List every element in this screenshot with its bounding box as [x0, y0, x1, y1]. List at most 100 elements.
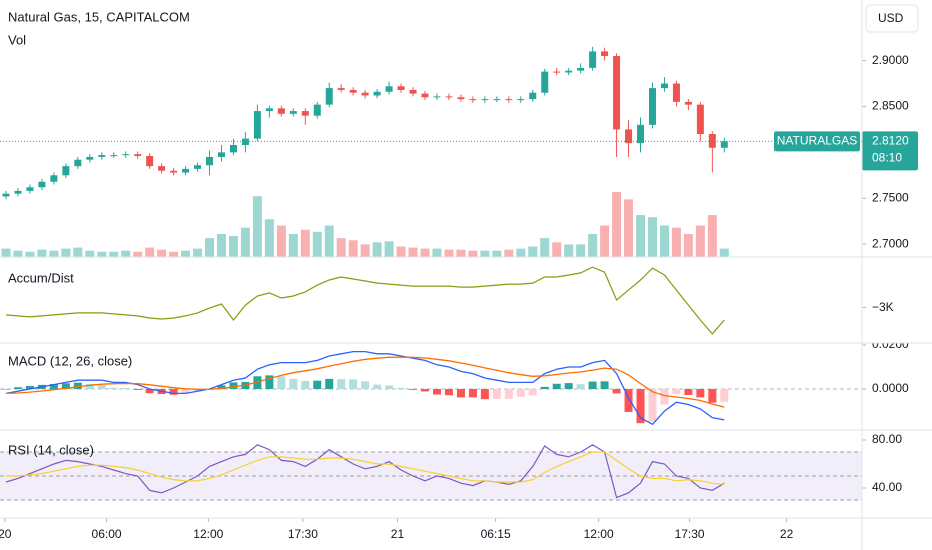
ma-line: [6, 451, 725, 485]
candle-body: [361, 92, 369, 96]
candle-body: [696, 104, 704, 135]
volume-bar: [444, 249, 454, 257]
y-tick-label: 2.7500: [872, 190, 909, 204]
x-tick-label: 06:00: [92, 527, 122, 541]
histogram-bar: [576, 384, 585, 390]
volume-bar: [647, 217, 657, 257]
histogram-bar: [624, 389, 633, 412]
candle-body: [158, 166, 166, 171]
histogram-bar: [145, 389, 154, 394]
histogram-bar: [648, 389, 657, 422]
candle-body: [50, 175, 58, 182]
histogram-bar: [600, 381, 609, 390]
candle-body: [660, 83, 668, 89]
values-line: [5, 266, 725, 335]
volume-bar: [624, 199, 634, 257]
volume-bar: [384, 241, 394, 257]
volume-bar: [133, 251, 143, 257]
histogram-bar: [672, 389, 681, 395]
panel-title: MACD (12, 26, close): [8, 353, 132, 368]
histogram-bar: [636, 389, 645, 424]
histogram-bar: [61, 383, 70, 390]
volume-bar: [157, 249, 167, 257]
volume-bar: [1, 248, 11, 257]
volume-bar: [252, 196, 262, 257]
volume-bar: [288, 233, 298, 257]
candle-body: [493, 99, 501, 101]
histogram-bar: [444, 389, 453, 396]
volume-bar: [504, 249, 514, 257]
histogram-bar: [612, 389, 621, 394]
histogram-bar: [432, 389, 441, 395]
histogram-bar: [337, 379, 346, 390]
volume-bar: [276, 225, 286, 257]
volume-bar: [659, 225, 669, 257]
x-tick-label: 17:30: [675, 527, 705, 541]
histogram-bar: [193, 389, 202, 392]
volume-bar: [360, 244, 370, 257]
volume-bar: [528, 246, 538, 257]
symbol-tag-box: [774, 131, 860, 152]
volume-bar: [456, 249, 466, 257]
candle-body: [14, 190, 22, 194]
histogram-bar: [720, 389, 729, 402]
x-tick-label: 06:15: [481, 527, 511, 541]
candle-body: [517, 99, 525, 101]
histogram-bar: [265, 375, 274, 390]
histogram-bar: [385, 385, 394, 390]
candle-body: [505, 99, 513, 101]
histogram-bar: [480, 389, 489, 400]
candle-body: [337, 88, 345, 90]
histogram-bar: [13, 387, 22, 390]
volume-bar: [588, 233, 598, 257]
histogram-bar: [313, 380, 322, 390]
volume-bar: [181, 250, 191, 257]
volume-bar: [49, 250, 59, 257]
volume-bar: [612, 192, 622, 257]
histogram-bar: [421, 389, 430, 392]
volume-bar: [396, 246, 406, 257]
candle-body: [170, 170, 178, 173]
histogram-bar: [325, 378, 334, 390]
volume-bar: [468, 250, 478, 257]
y-tick-label: 0.0200: [872, 337, 909, 351]
volume-bar: [228, 236, 238, 257]
candle-body: [720, 141, 728, 148]
signal-line: [5, 356, 725, 408]
candle-body: [613, 55, 621, 130]
candle-body: [253, 111, 261, 139]
volume-bar: [109, 251, 119, 257]
panel-title: RSI (14, close): [8, 442, 94, 457]
histogram-bar: [49, 383, 58, 390]
histogram-bar: [504, 389, 513, 399]
volume-bar: [97, 251, 107, 257]
candle-body: [182, 168, 190, 173]
candle-body: [229, 145, 237, 153]
candle-body: [385, 86, 393, 92]
candle-body: [601, 51, 609, 56]
volume-bar: [73, 247, 83, 257]
histogram-bar: [97, 385, 106, 390]
histogram-bar: [181, 389, 190, 394]
candle-body: [38, 181, 46, 188]
candle-body: [421, 93, 429, 98]
y-tick-label: 2.7000: [872, 236, 909, 250]
symbol-tag: NATURALGAS: [777, 134, 857, 148]
volume-bar: [492, 250, 502, 257]
candle-body: [98, 155, 106, 157]
countdown: 08:10: [872, 151, 902, 165]
volume-bar: [336, 238, 346, 257]
volume-bar: [121, 250, 131, 257]
volume-bar: [312, 231, 322, 257]
volume-bar: [600, 225, 610, 257]
histogram-bar: [409, 389, 418, 390]
candle-body: [684, 101, 692, 105]
y-tick-label: 2.8500: [872, 99, 909, 113]
histogram-bar: [121, 387, 130, 390]
x-tick-label: 21: [391, 527, 405, 541]
volume-bar: [420, 248, 430, 257]
volume-bar: [324, 225, 334, 257]
histogram-bar: [73, 382, 82, 390]
candle-body: [648, 88, 656, 125]
